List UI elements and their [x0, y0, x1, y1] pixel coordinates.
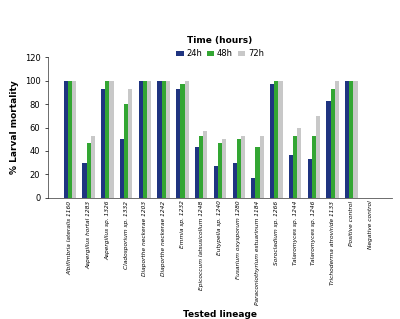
Bar: [124, 104, 128, 198]
Bar: [82, 163, 86, 198]
Bar: [128, 89, 132, 198]
Bar: [120, 139, 124, 198]
Bar: [218, 143, 222, 198]
Bar: [326, 101, 330, 198]
Bar: [68, 81, 72, 198]
Y-axis label: % Larval mortality: % Larval mortality: [10, 81, 19, 174]
Bar: [251, 178, 256, 198]
Bar: [237, 139, 241, 198]
Bar: [308, 159, 312, 198]
Bar: [91, 136, 95, 198]
Bar: [316, 116, 320, 198]
Bar: [270, 84, 274, 198]
Bar: [345, 81, 349, 198]
Legend: 24h, 48h, 72h: 24h, 48h, 72h: [176, 36, 264, 58]
Bar: [312, 136, 316, 198]
Bar: [241, 136, 245, 198]
Bar: [335, 81, 339, 198]
Bar: [330, 89, 335, 198]
Bar: [176, 89, 180, 198]
X-axis label: Tested lineage: Tested lineage: [183, 310, 257, 319]
Bar: [349, 81, 354, 198]
Bar: [110, 81, 114, 198]
Bar: [289, 154, 293, 198]
Bar: [158, 81, 162, 198]
Bar: [274, 81, 278, 198]
Bar: [180, 84, 184, 198]
Bar: [278, 81, 282, 198]
Bar: [105, 81, 110, 198]
Bar: [214, 166, 218, 198]
Bar: [297, 128, 301, 198]
Bar: [166, 81, 170, 198]
Bar: [86, 143, 91, 198]
Bar: [64, 81, 68, 198]
Bar: [222, 139, 226, 198]
Bar: [139, 81, 143, 198]
Bar: [354, 81, 358, 198]
Bar: [232, 163, 237, 198]
Bar: [72, 81, 76, 198]
Bar: [101, 89, 105, 198]
Bar: [143, 81, 147, 198]
Bar: [203, 131, 208, 198]
Bar: [195, 147, 199, 198]
Bar: [260, 136, 264, 198]
Bar: [293, 136, 297, 198]
Bar: [184, 81, 189, 198]
Bar: [256, 147, 260, 198]
Bar: [199, 136, 203, 198]
Bar: [147, 81, 151, 198]
Bar: [162, 81, 166, 198]
